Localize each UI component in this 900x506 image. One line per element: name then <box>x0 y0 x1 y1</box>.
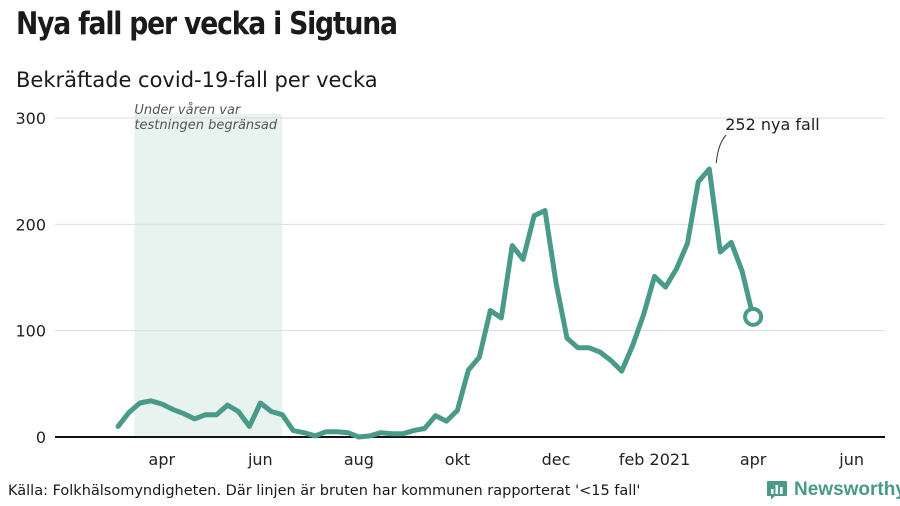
brand-logo: Newsworthy <box>766 479 900 501</box>
x-tick-label: aug <box>344 450 374 469</box>
x-tick-label: jun <box>838 450 864 469</box>
annotation-label: 252 nya fall <box>725 115 819 134</box>
y-tick-label: 300 <box>15 109 46 128</box>
shaded-region-label: testningen begränsad <box>134 118 277 133</box>
shaded-region <box>134 114 283 437</box>
y-tick-label: 0 <box>36 428 46 447</box>
x-tick-label: dec <box>542 450 571 469</box>
shaded-region-label: Under våren var <box>134 103 242 118</box>
x-tick-label: feb 2021 <box>619 450 690 469</box>
x-tick-label: jun <box>247 450 273 469</box>
y-tick-label: 100 <box>15 322 46 341</box>
brand-name: Newsworthy <box>794 479 900 500</box>
x-tick-label: apr <box>149 450 176 469</box>
x-tick-label: apr <box>740 450 767 469</box>
source-note: Källa: Folkhälsomyndigheten. Där linjen … <box>8 483 641 499</box>
annotation-leader <box>715 134 727 164</box>
chart-subtitle: Bekräftade covid-19-fall per vecka <box>16 68 378 92</box>
x-tick-label: okt <box>445 450 470 469</box>
y-tick-label: 200 <box>15 215 46 234</box>
last-point-marker <box>743 306 764 327</box>
bar-chart-logo-icon <box>767 481 787 500</box>
chart-title: Nya fall per vecka i Sigtuna <box>16 6 398 42</box>
series-line <box>115 166 756 440</box>
